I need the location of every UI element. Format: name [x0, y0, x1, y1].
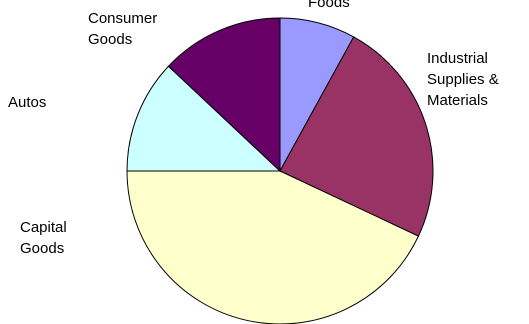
slice-label: Foods: [308, 0, 350, 11]
pie-slice: [126, 170, 420, 324]
pie-slice: [167, 17, 281, 173]
pie-slice: [126, 65, 282, 172]
pie-slice: [279, 36, 434, 237]
slice-label: Industrial Supplies & Materials: [427, 50, 499, 109]
slice-label: Autos: [8, 94, 47, 111]
slice-label: Consumer Goods: [88, 10, 158, 48]
slice-label: Capital Goods: [20, 219, 67, 257]
